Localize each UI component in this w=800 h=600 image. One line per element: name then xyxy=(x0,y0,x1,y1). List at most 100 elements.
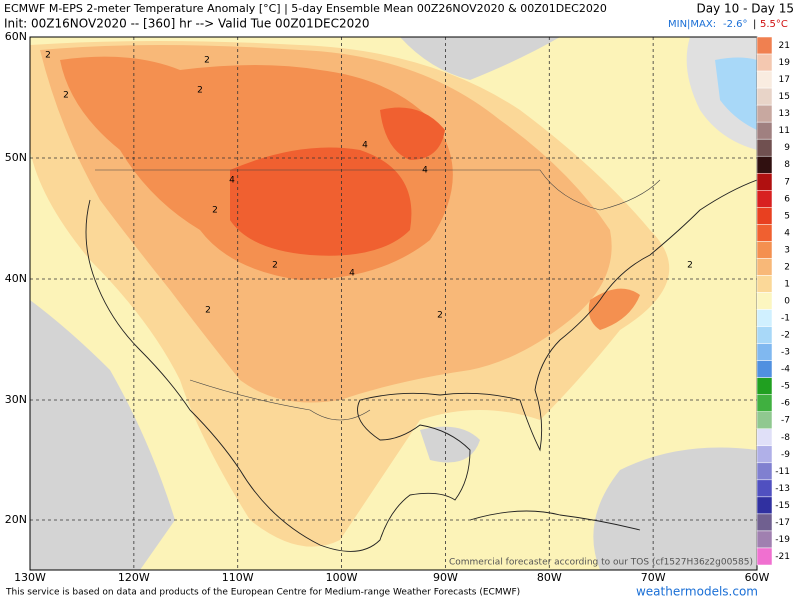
colorbar-label: -8 xyxy=(781,433,790,443)
colorbar-label: 2 xyxy=(784,262,790,272)
contour-label: 2 xyxy=(437,311,443,321)
colorbar-swatch xyxy=(756,326,773,344)
colorbar-swatch xyxy=(756,53,773,72)
anomaly-4 xyxy=(230,107,445,256)
colorbar-swatch xyxy=(756,241,773,259)
colorbar-swatch xyxy=(756,173,773,191)
footer-site: weathermodels.com xyxy=(636,585,758,599)
credit: Commercial forecaster according to our T… xyxy=(449,558,753,568)
contour-label: 4 xyxy=(422,166,428,176)
colorbar-label: 9 xyxy=(784,143,790,153)
colorbar-swatch xyxy=(756,411,773,429)
colorbar-label: -3 xyxy=(781,348,790,358)
colorbar-swatch xyxy=(756,513,773,532)
contour-label: 2 xyxy=(45,51,51,61)
contour-label: 2 xyxy=(63,91,69,101)
contour-label: 2 xyxy=(212,206,218,216)
colorbar-label: 6 xyxy=(784,194,790,204)
anomaly-3 xyxy=(588,288,640,330)
colorbar-swatch xyxy=(756,224,773,242)
colorbar-swatch xyxy=(756,547,773,566)
minmax-label: MIN|MAX: xyxy=(668,19,716,30)
colorbar-swatch xyxy=(756,394,773,412)
longitude-label: 90W xyxy=(433,571,458,584)
colorbar-swatch xyxy=(756,360,773,378)
colorbar-swatch xyxy=(756,121,773,140)
colorbar-label: -2 xyxy=(781,331,790,341)
contour-label: 4 xyxy=(229,176,235,186)
period: Day 10 - Day 15 xyxy=(696,2,794,16)
colorbar-label: 15 xyxy=(779,92,790,102)
gray-area xyxy=(420,426,480,463)
colorbar-label: 21 xyxy=(779,41,790,51)
colorbar-label: -6 xyxy=(781,399,790,409)
colorbar-label: -19 xyxy=(775,535,790,545)
colorbar-label: 13 xyxy=(779,109,790,119)
longitude-label: 130W xyxy=(14,571,46,584)
gray-area xyxy=(30,300,175,570)
max-value: 5.5°C xyxy=(760,19,788,30)
colorbar-swatch xyxy=(756,104,773,123)
colorbar-label: -17 xyxy=(775,518,790,528)
colorbar-swatch xyxy=(756,445,773,464)
longitude-label: 110W xyxy=(222,571,254,584)
colorbar-swatch xyxy=(756,496,773,515)
map: 2 2 2 2 4 4 4 2 2 4 2 2 2 xyxy=(30,37,757,570)
contour-label: 2 xyxy=(205,306,211,316)
colorbar-label: 3 xyxy=(784,245,790,255)
contour-label: 2 xyxy=(272,261,278,271)
longitude-label: 80W xyxy=(537,571,562,584)
colorbar-swatch xyxy=(756,87,773,106)
colorbar-label: -11 xyxy=(775,467,790,477)
colorbar-label: -13 xyxy=(775,484,790,494)
latitude-label: 50N xyxy=(5,151,27,164)
colorbar-swatch xyxy=(756,207,773,225)
colorbar-label: 7 xyxy=(784,177,790,187)
title: ECMWF M-EPS 2-meter Temperature Anomaly … xyxy=(4,2,607,15)
colorbar-swatch xyxy=(756,258,773,276)
colorbar-label: 17 xyxy=(779,75,790,85)
colorbar-label: -9 xyxy=(781,450,790,460)
contour-label: 2 xyxy=(687,261,693,271)
gray-area xyxy=(593,447,757,570)
longitude-label: 60W xyxy=(745,571,770,584)
separator: | xyxy=(753,19,756,30)
colorbar-swatch xyxy=(756,155,773,174)
contour-label: 4 xyxy=(362,141,368,151)
colorbar-swatch xyxy=(756,275,773,293)
colorbar-swatch xyxy=(756,479,773,498)
colorbar-label: -21 xyxy=(775,552,790,562)
subtitle: Init: 00Z16NOV2020 -- [360] hr --> Valid… xyxy=(4,17,370,31)
latitude-label: 30N xyxy=(5,393,27,406)
colorbar-swatch xyxy=(756,138,773,157)
gray-area xyxy=(400,37,560,80)
contour-label: 4 xyxy=(349,269,355,279)
contour-label: 2 xyxy=(204,56,210,66)
cold-area xyxy=(715,57,757,130)
colorbar-swatch xyxy=(756,428,773,447)
colorbar-label: -4 xyxy=(781,365,790,375)
colorbar-swatch xyxy=(756,377,773,395)
longitude-label: 70W xyxy=(641,571,666,584)
longitude-label: 120W xyxy=(118,571,150,584)
colorbar-label: 11 xyxy=(779,126,790,136)
colorbar-label: 19 xyxy=(779,58,791,68)
colorbar-swatch xyxy=(756,530,773,549)
colorbar-label: 1 xyxy=(784,279,790,289)
colorbar-label: -1 xyxy=(781,314,790,324)
colorbar-swatch xyxy=(756,292,773,310)
longitude-label: 100W xyxy=(326,571,358,584)
colorbar-label: -5 xyxy=(781,382,790,392)
coastline xyxy=(85,179,757,552)
colorbar-label: 0 xyxy=(784,297,790,307)
footer-notice: This service is based on data and produc… xyxy=(5,588,520,598)
contour-label: 2 xyxy=(197,86,203,96)
latitude-label: 20N xyxy=(5,513,27,526)
colorbar-label: -15 xyxy=(775,501,790,511)
colorbar-swatch xyxy=(756,309,773,327)
colorbar-label: 8 xyxy=(784,160,790,170)
latitude-label: 40N xyxy=(5,272,27,285)
colorbar-swatch xyxy=(756,190,773,208)
min-value: -2.6° xyxy=(723,19,748,30)
